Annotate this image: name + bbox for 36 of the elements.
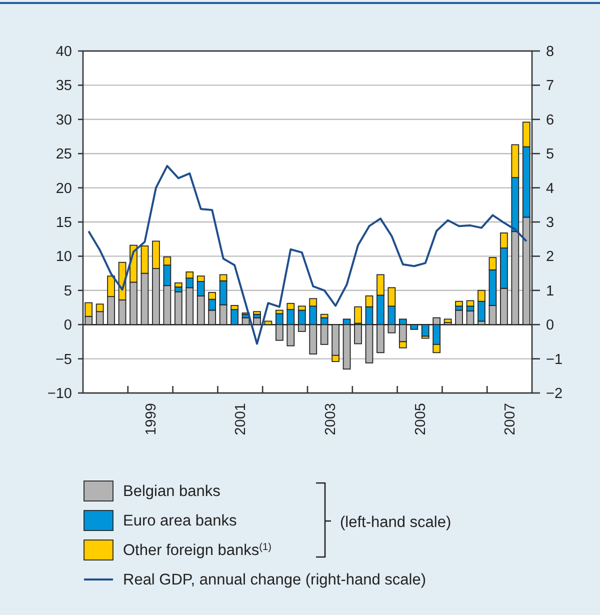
x-tick-label: 2005 — [412, 403, 429, 436]
bar — [253, 311, 261, 315]
y2-tick-label: 8 — [546, 44, 554, 60]
y-tick-label: 20 — [56, 180, 72, 197]
legend-label: Euro area banks — [123, 512, 237, 530]
y-tick-label: 30 — [56, 112, 72, 128]
x-tick-label: 1999 — [143, 403, 160, 436]
bar — [444, 318, 452, 323]
y-tick-label: 40 — [56, 44, 72, 60]
y2-tick-label: 6 — [546, 112, 554, 128]
legend-label: Other foreign banks$^{(1)}$ — [123, 542, 272, 559]
x-tick-label: 2003 — [322, 403, 339, 436]
legend-label: Real GDP, annual change (right-hand scale) — [123, 572, 426, 588]
y-tick-label: 0 — [64, 318, 72, 334]
y2-tick-label: 4 — [546, 180, 554, 197]
legend-label: Belgian banks — [123, 483, 221, 500]
y-tick-label: −5 — [55, 352, 72, 368]
y-tick-label: 5 — [64, 283, 72, 300]
text: (left-hand scale) — [340, 514, 452, 531]
y2-tick-label: −2 — [546, 386, 563, 402]
x-tick-label: 2007 — [502, 403, 519, 436]
y-tick-label: 15 — [56, 215, 72, 231]
y-tick-label: −10 — [47, 386, 72, 402]
y2-tick-label: 1 — [546, 283, 554, 300]
y2-tick-label: −1 — [546, 352, 563, 368]
line-series — [88, 164, 528, 345]
y2-tick-label: 3 — [546, 215, 554, 231]
x-tick-label: 2001 — [233, 403, 250, 436]
y2-tick-label: 5 — [546, 146, 554, 163]
y-tick-label: 10 — [56, 249, 72, 266]
y-tick-label: 35 — [56, 78, 72, 94]
y-tick-label: 25 — [56, 146, 72, 163]
y2-tick-label: 2 — [546, 249, 554, 266]
y2-tick-label: 7 — [546, 78, 554, 94]
bar — [455, 300, 463, 307]
y2-tick-label: 0 — [546, 318, 554, 334]
